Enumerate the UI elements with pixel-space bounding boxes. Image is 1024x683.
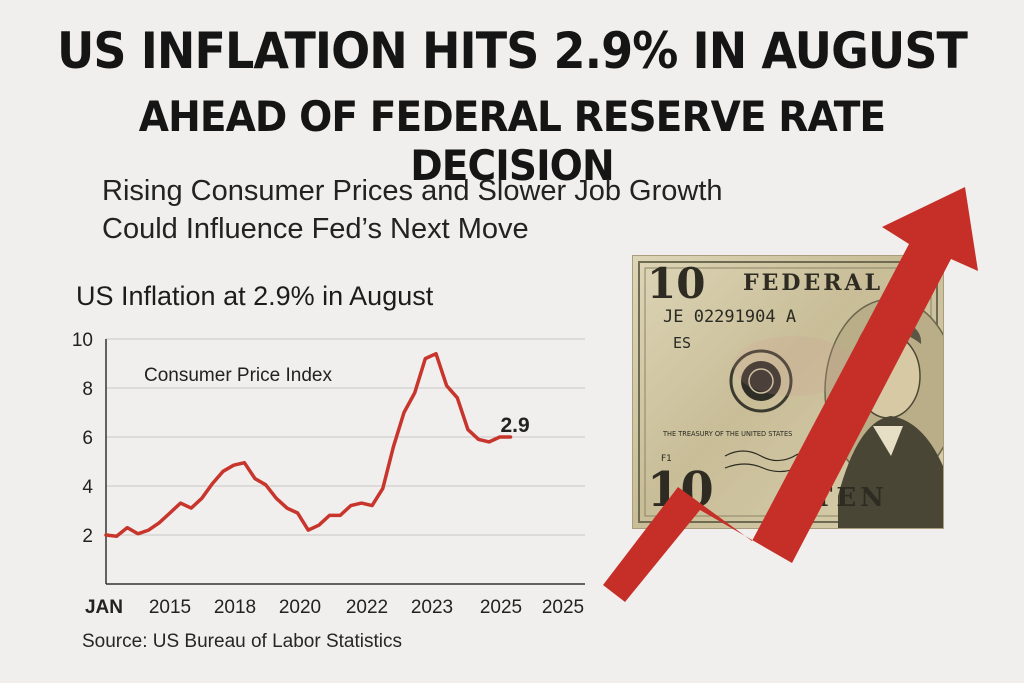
x-tick-label: 2015: [149, 597, 191, 618]
x-tick-label: 2023: [411, 597, 453, 618]
series-line-cpi: [104, 351, 513, 538]
end-value-label: 2.9: [500, 414, 529, 437]
source-note: Source: US Bureau of Labor Statistics: [82, 631, 402, 652]
bill-treasury-text: THE TREASURY OF THE UNITED STATES: [662, 430, 792, 438]
headline-line-2: AHEAD OF FEDERAL RESERVE RATE DECISION: [138, 92, 886, 190]
y-tick-label: 10: [72, 330, 93, 351]
bill-position-code: F1: [661, 454, 672, 464]
x-tick-label: 2022: [346, 597, 388, 618]
y-tick-label: 8: [82, 379, 93, 400]
subtitle-line-2: Could Influence Fed’s Next Move: [102, 213, 529, 245]
subtitle-line-1: Rising Consumer Prices and Slower Job Gr…: [102, 175, 723, 207]
subtitle: Rising Consumer Prices and Slower Job Gr…: [102, 172, 723, 248]
y-tick-label: 4: [82, 477, 93, 498]
treasury-seal-icon: [729, 349, 793, 413]
y-tick-label: 2: [82, 526, 93, 547]
bill-denomination-top: 10: [647, 259, 705, 308]
series-annotation-label: Consumer Price Index: [144, 365, 332, 386]
y-tick-label: 6: [82, 428, 93, 449]
cpi-line-chart: 2 4 6 8 10 JAN 2015 2018 2020 2022 2023 2025 2025 Con…: [72, 330, 585, 618]
x-tick-label: 2018: [214, 597, 256, 618]
bill-bank-text: FEDERAL: [743, 270, 883, 296]
x-tick-label: JAN: [85, 597, 123, 618]
bill-serial: JE 02291904 A: [663, 307, 796, 327]
headline-line-1: US INFLATION HITS 2.9% IN AUGUST: [56, 22, 968, 80]
chart-title: US Inflation at 2.9% in August: [76, 281, 434, 311]
x-tick-label: 2025: [542, 597, 584, 618]
x-tick-label: 2020: [279, 597, 321, 618]
rising-arrow-shape: [603, 187, 978, 602]
x-tick-label: 2025: [480, 597, 522, 618]
bill-series: ES: [673, 334, 691, 352]
